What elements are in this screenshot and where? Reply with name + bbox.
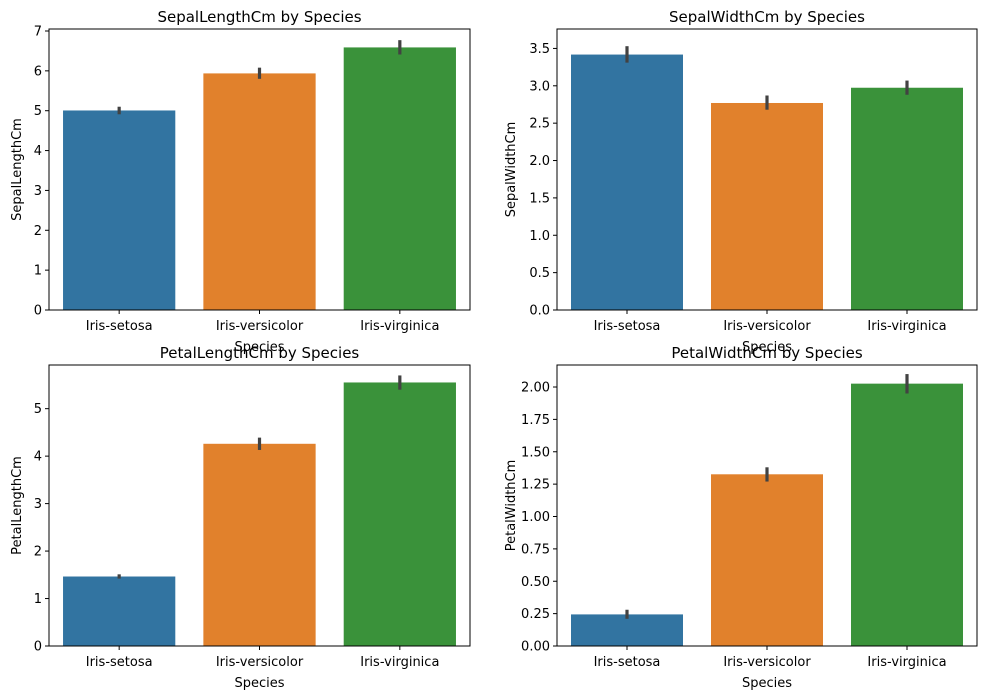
chart-title: SepalWidthCm by Species xyxy=(669,8,865,26)
subplot-2: Iris-setosa Iris-versicolor Iris-virginica… xyxy=(504,8,978,355)
x-axis-label: Species xyxy=(234,340,284,355)
bar-iris-versicolor xyxy=(711,102,823,311)
bar-iris-virginica xyxy=(851,87,963,310)
bar-iris-versicolor xyxy=(711,474,823,646)
x-axis-label: Species xyxy=(742,340,792,355)
bar-iris-setosa xyxy=(571,54,683,310)
axes-frame xyxy=(48,364,471,647)
bar-iris-setosa xyxy=(63,110,176,311)
y-tick-label: 0.5 xyxy=(529,266,550,281)
y-tick-label: 0 xyxy=(34,304,42,319)
y-tick-label: 0.0 xyxy=(529,304,550,319)
y-tick-label: 6 xyxy=(34,64,42,79)
y-tick-label: 3 xyxy=(34,497,42,512)
y-tick-label: 0.00 xyxy=(521,640,550,655)
x-tick-label: Iris-virginica xyxy=(867,319,946,334)
x-tick-label: Iris-setosa xyxy=(86,319,153,334)
y-tick-label: 4 xyxy=(34,450,42,465)
x-tick-label: Iris-versicolor xyxy=(216,655,304,670)
y-tick-label: 2 xyxy=(34,545,42,560)
x-axis-label: Species xyxy=(234,676,284,691)
subplot-4: Iris-setosa Iris-versicolor Iris-virginica… xyxy=(504,344,978,691)
y-axis-label: PetalLengthCm xyxy=(10,456,25,555)
y-tick-label: 1.5 xyxy=(529,191,550,206)
y-tick-label: 3.5 xyxy=(529,42,550,57)
y-tick-label: 2 xyxy=(34,224,42,239)
y-tick-label: 3 xyxy=(34,184,42,199)
y-tick-label: 1.0 xyxy=(529,229,550,244)
y-tick-label: 2.0 xyxy=(529,154,550,169)
y-tick-label: 1 xyxy=(34,592,42,607)
y-tick-label: 7 xyxy=(34,24,42,39)
x-tick-label: Iris-setosa xyxy=(86,655,153,670)
chart-title: SepalLengthCm by Species xyxy=(157,8,361,26)
subplot-1: Iris-setosa Iris-versicolor Iris-virginica… xyxy=(10,8,471,355)
y-tick-label: 5 xyxy=(34,104,42,119)
y-tick-label: 0.25 xyxy=(521,607,550,622)
y-tick-label: 2.5 xyxy=(529,117,550,132)
x-tick-label: Iris-virginica xyxy=(360,319,439,334)
x-axis-label: Species xyxy=(742,676,792,691)
y-tick-label: 0 xyxy=(34,640,42,655)
bar-iris-virginica xyxy=(343,382,456,646)
bar-iris-setosa xyxy=(63,576,176,646)
x-tick-label: Iris-virginica xyxy=(867,655,946,670)
bar-iris-versicolor xyxy=(203,443,316,646)
x-tick-label: Iris-virginica xyxy=(360,655,439,670)
y-axis-label: SepalWidthCm xyxy=(504,122,519,218)
y-tick-label: 1.75 xyxy=(521,413,550,428)
y-tick-label: 3.0 xyxy=(529,79,550,94)
x-tick-label: Iris-setosa xyxy=(594,319,661,334)
chart-title: PetalWidthCm by Species xyxy=(671,344,862,362)
x-tick-label: Iris-setosa xyxy=(594,655,661,670)
y-tick-label: 2.00 xyxy=(521,381,550,396)
y-tick-label: 5 xyxy=(34,402,42,417)
axes-frame xyxy=(556,28,978,311)
y-tick-label: 4 xyxy=(34,144,42,159)
chart-title: PetalLengthCm by Species xyxy=(160,344,360,362)
bar-iris-setosa xyxy=(571,614,683,646)
subplot-3: Iris-setosa Iris-versicolor Iris-virginica… xyxy=(10,344,471,691)
y-tick-label: 0.75 xyxy=(521,542,550,557)
bar-iris-virginica xyxy=(851,383,963,646)
x-tick-label: Iris-versicolor xyxy=(723,319,811,334)
y-tick-label: 1 xyxy=(34,264,42,279)
x-tick-label: Iris-versicolor xyxy=(723,655,811,670)
y-tick-label: 0.50 xyxy=(521,575,550,590)
y-tick-label: 1.50 xyxy=(521,445,550,460)
x-tick-label: Iris-versicolor xyxy=(216,319,304,334)
bar-iris-versicolor xyxy=(203,73,316,311)
y-axis-label: PetalWidthCm xyxy=(504,460,519,552)
y-axis-label: SepalLengthCm xyxy=(10,118,25,221)
y-tick-label: 1.25 xyxy=(521,478,550,493)
y-tick-label: 1.00 xyxy=(521,510,550,525)
axes-frame xyxy=(48,28,471,311)
axes-frame xyxy=(556,364,978,647)
bar-iris-virginica xyxy=(343,47,456,311)
